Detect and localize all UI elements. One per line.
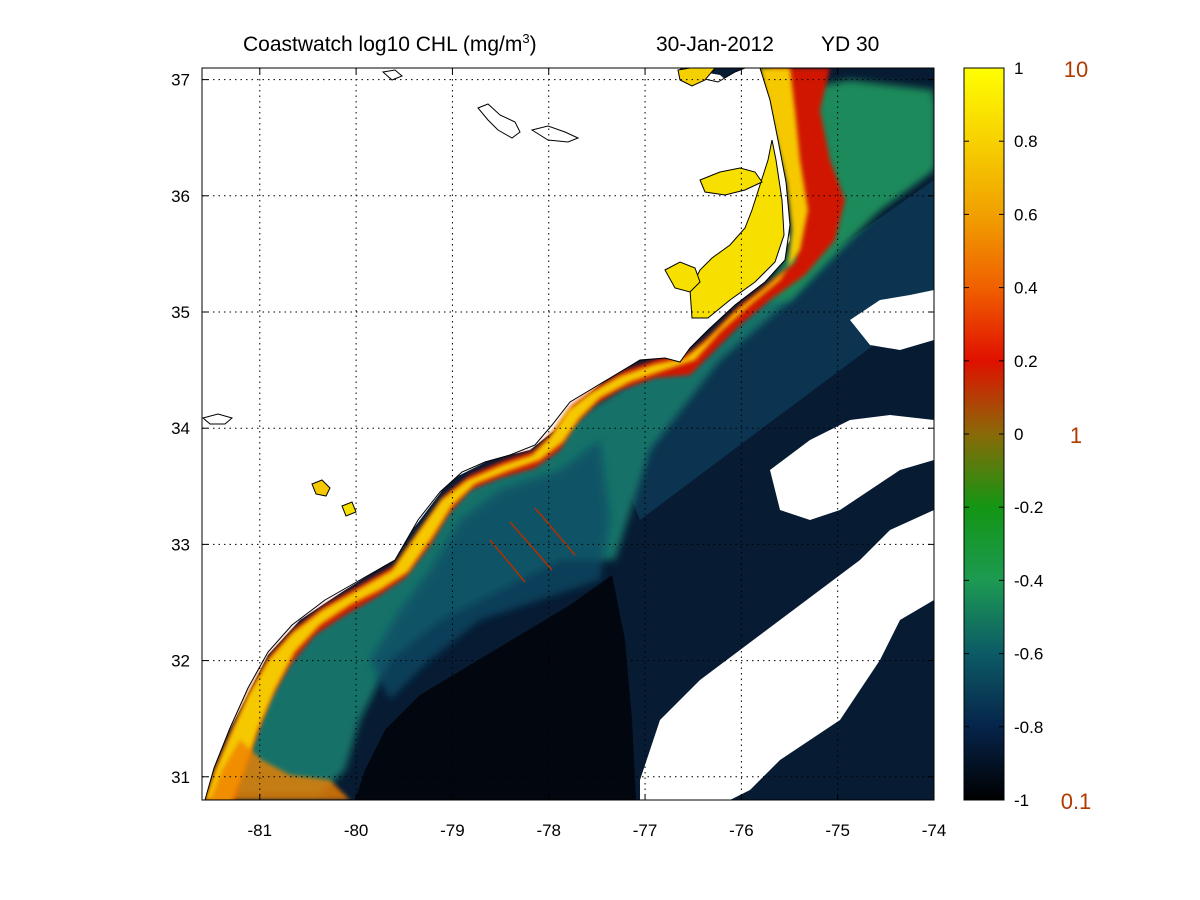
inland-lake-1 bbox=[477, 103, 521, 139]
colorbar-tick-label: -0.8 bbox=[1014, 718, 1043, 737]
lon-tick-label: -76 bbox=[729, 821, 754, 840]
colorbar-tick-label: 1 bbox=[1014, 59, 1023, 78]
pamlico-sound bbox=[689, 139, 785, 319]
map-yearday: YD 30 bbox=[821, 33, 879, 56]
lat-tick-label: 37 bbox=[171, 71, 190, 90]
colorbar-ref-label: 1 bbox=[1070, 423, 1082, 448]
lake-marion bbox=[311, 479, 331, 497]
lat-tick-label: 33 bbox=[171, 535, 190, 554]
track-line-3 bbox=[534, 507, 576, 556]
cloud-cover-2 bbox=[770, 415, 934, 520]
colorbar-tick-label: -0.4 bbox=[1014, 571, 1043, 590]
lat-tick-label: 36 bbox=[171, 187, 190, 206]
colorbar-tick-label: 0.2 bbox=[1014, 352, 1038, 371]
lon-tick-label: -77 bbox=[633, 821, 658, 840]
colorbar-ref-label: 10 bbox=[1064, 57, 1088, 82]
colorbar-gradient bbox=[964, 68, 1004, 800]
map-grid bbox=[202, 68, 934, 800]
lon-tick-label: -78 bbox=[536, 821, 561, 840]
colorbar-tick-label: -0.6 bbox=[1014, 645, 1043, 664]
inland-lake-3 bbox=[381, 69, 403, 81]
latitude-axis: 37 36 35 34 33 32 31 bbox=[171, 71, 934, 787]
colorbar-tick-label: 0.8 bbox=[1014, 132, 1038, 151]
ocean-deep-low-chl bbox=[355, 575, 636, 800]
offshore-swath-band bbox=[620, 180, 934, 520]
lon-tick-label: -74 bbox=[922, 821, 947, 840]
lat-tick-label: 31 bbox=[171, 768, 190, 787]
cloud-cover bbox=[640, 510, 934, 800]
lon-tick-label: -80 bbox=[344, 821, 369, 840]
lat-tick-label: 35 bbox=[171, 303, 190, 322]
colorbar-tick-label: -0.2 bbox=[1014, 498, 1043, 517]
colorbar-tick-label: 0.4 bbox=[1014, 279, 1038, 298]
colorbar-tick-label: -1 bbox=[1014, 791, 1029, 810]
track-line-2 bbox=[509, 521, 553, 571]
nearshore-orange-south bbox=[210, 740, 350, 800]
bight-mid-shelf bbox=[370, 440, 610, 700]
lat-tick-label: 32 bbox=[171, 652, 190, 671]
longitude-axis: -81 -80 -79 -78 -77 -76 -75 -74 bbox=[248, 68, 947, 840]
lake-moultrie bbox=[341, 501, 357, 517]
inland-lake-2 bbox=[530, 125, 580, 143]
inland-lake-4 bbox=[202, 413, 234, 425]
lat-tick-label: 34 bbox=[171, 419, 190, 438]
map-frame bbox=[201, 67, 935, 801]
colorbar: 1 0.8 0.6 0.4 0.2 0 -0.2 -0.4 -0.6 -0.8 -1 10 1 0.1 bbox=[963, 57, 1092, 814]
lon-tick-label: -75 bbox=[825, 821, 850, 840]
cloud-cover-3 bbox=[850, 290, 934, 350]
lon-tick-label: -81 bbox=[248, 821, 273, 840]
albemarle-sound bbox=[699, 167, 763, 196]
colorbar-tick-label: 0 bbox=[1014, 425, 1023, 444]
chlorophyll-map: -81 -80 -79 -78 -77 -76 -75 -74 37 36 35 34 33 32 31 bbox=[171, 67, 947, 840]
map-title: Coastwatch log10 CHL (mg/m3) bbox=[243, 31, 537, 56]
colorbar-ref-label: 0.1 bbox=[1061, 789, 1092, 814]
land-mainland bbox=[202, 68, 791, 800]
map-date: 30-Jan-2012 bbox=[656, 33, 774, 56]
neuse-river bbox=[664, 261, 701, 293]
colorbar-tick-label: 0.6 bbox=[1014, 205, 1038, 224]
lon-tick-label: -79 bbox=[440, 821, 465, 840]
chesapeake-mouth bbox=[677, 68, 716, 87]
track-line-1 bbox=[489, 539, 526, 583]
